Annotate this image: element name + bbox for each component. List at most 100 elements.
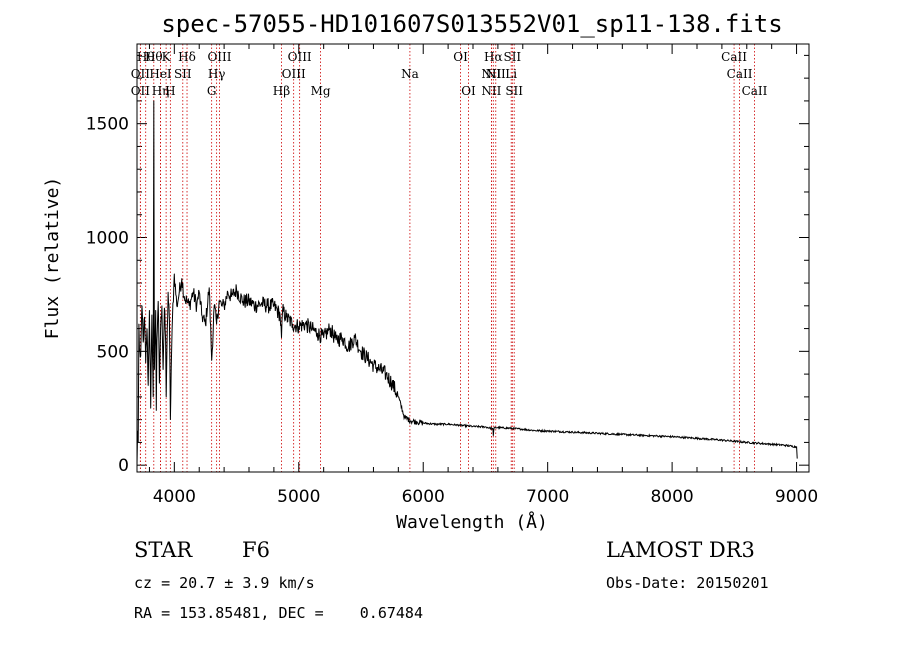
spectrum-point <box>329 328 331 329</box>
spectrum-point <box>155 309 157 311</box>
spectrum-point <box>152 396 154 398</box>
spectrum-point <box>746 442 748 443</box>
spectrum-point <box>254 305 256 307</box>
spectrum-point <box>492 435 494 436</box>
spectrum-point <box>572 431 573 433</box>
spectrum-line <box>136 100 798 466</box>
x-tick-label: 9000 <box>775 487 818 507</box>
line-marker-layer <box>139 44 755 472</box>
spectrum-point <box>192 291 194 293</box>
line-label: Hη <box>152 84 170 98</box>
spectrum-point <box>447 423 449 425</box>
spectrum-point <box>144 316 145 318</box>
spectrum-point <box>597 432 598 434</box>
spectrum-point <box>142 341 144 343</box>
spectrum-point <box>282 309 283 311</box>
spectrum-point <box>196 305 198 307</box>
line-label: CaII <box>721 50 747 64</box>
line-label: Hγ <box>208 67 226 81</box>
line-label: OII <box>131 84 151 98</box>
spectrum-point <box>221 305 223 307</box>
spectrum-point <box>261 303 262 304</box>
spectrum-point <box>168 319 170 320</box>
spectrum-point <box>341 337 343 339</box>
spectrum-point <box>422 422 424 424</box>
x-tick-label: 6000 <box>402 487 445 507</box>
spectrum-point <box>161 305 163 307</box>
spectrum-point <box>354 337 356 339</box>
spectrum-point <box>227 291 229 293</box>
line-label: OII <box>131 67 151 81</box>
spectrum-point <box>211 360 213 361</box>
line-label: CaII <box>742 84 768 98</box>
spectrum-point <box>385 373 387 375</box>
spectrum-point <box>460 424 461 426</box>
spectrum-point <box>783 444 785 446</box>
spectrum-point <box>497 427 499 429</box>
spectrum-point <box>153 100 155 102</box>
line-label: K <box>162 50 172 64</box>
spectrum-point <box>485 426 486 428</box>
line-label: HeI <box>149 67 172 81</box>
plot-frame <box>136 43 810 473</box>
spectrum-point <box>285 316 287 318</box>
spectrum-point <box>198 291 200 293</box>
spectrum-point <box>150 407 152 409</box>
tick-layer: 4000 5000 6000 7000 8000 9000 0 500 1000 1500 <box>86 44 818 507</box>
line-label: NII <box>486 67 506 81</box>
spectrum-point <box>156 339 158 341</box>
y-tick-label: 1000 <box>86 229 129 249</box>
line-label: Hδ <box>178 50 196 64</box>
y-tick-label: 0 <box>118 456 129 476</box>
spectrum-point <box>366 357 368 359</box>
spectrum-point <box>279 314 281 316</box>
spectrum-point <box>522 428 524 430</box>
line-label: G <box>207 84 217 98</box>
spectrum-point <box>379 369 381 370</box>
spectrum-point <box>231 296 232 298</box>
line-label-layer: Hθ OII OII Hθ HeI Hη K H SII Hδ G Hγ OIII Hβ OIII OIII M… <box>131 50 768 98</box>
spectrum-point <box>547 430 549 432</box>
spectrum-point <box>492 428 494 430</box>
spectrum-point <box>404 416 405 418</box>
line-label: SII <box>503 50 521 64</box>
spectrum-point <box>186 300 188 302</box>
spectrum-point <box>159 382 160 384</box>
line-label: SII <box>174 67 192 81</box>
redshift-cz: cz = 20.7 ± 3.9 km/s <box>134 574 315 592</box>
spectrum-point <box>534 430 536 431</box>
line-label: Li <box>505 67 517 81</box>
spectrum-point <box>472 426 474 427</box>
line-label: H <box>165 84 175 98</box>
spectrum-point <box>172 316 173 318</box>
spectrum-point <box>509 427 511 429</box>
spectrum-point <box>248 300 250 302</box>
line-label: OI <box>461 84 476 98</box>
line-label: OIII <box>282 67 306 81</box>
spectrum-point <box>183 296 185 298</box>
spectrum-point <box>201 314 203 316</box>
coordinates: RA = 153.85481, DEC = 0.67484 <box>134 604 423 622</box>
spectrum-point <box>137 442 139 443</box>
spectrum-point <box>267 305 269 307</box>
spectrum-point <box>721 439 723 441</box>
spectrum-point <box>154 369 155 370</box>
line-label: OIII <box>288 50 312 64</box>
spectrum-point <box>621 434 623 435</box>
line-label: Hθ <box>137 50 155 64</box>
spectrum-point <box>298 325 300 327</box>
spectrum-point <box>493 427 495 429</box>
spectrum-point <box>416 421 418 423</box>
spectrum-point <box>208 287 210 288</box>
x-tick-label: 4000 <box>153 487 196 507</box>
spectrum-point <box>373 364 374 366</box>
x-tick-label: 5000 <box>277 487 320 507</box>
spectrum-point <box>162 369 164 370</box>
line-label: Hβ <box>273 84 290 98</box>
spectrum-point <box>155 410 157 411</box>
line-label: Na <box>401 67 419 81</box>
spectrum-point <box>317 332 318 334</box>
spectrum-point <box>169 419 171 421</box>
spectrum-point <box>213 305 215 307</box>
spectrum-point <box>167 291 169 293</box>
